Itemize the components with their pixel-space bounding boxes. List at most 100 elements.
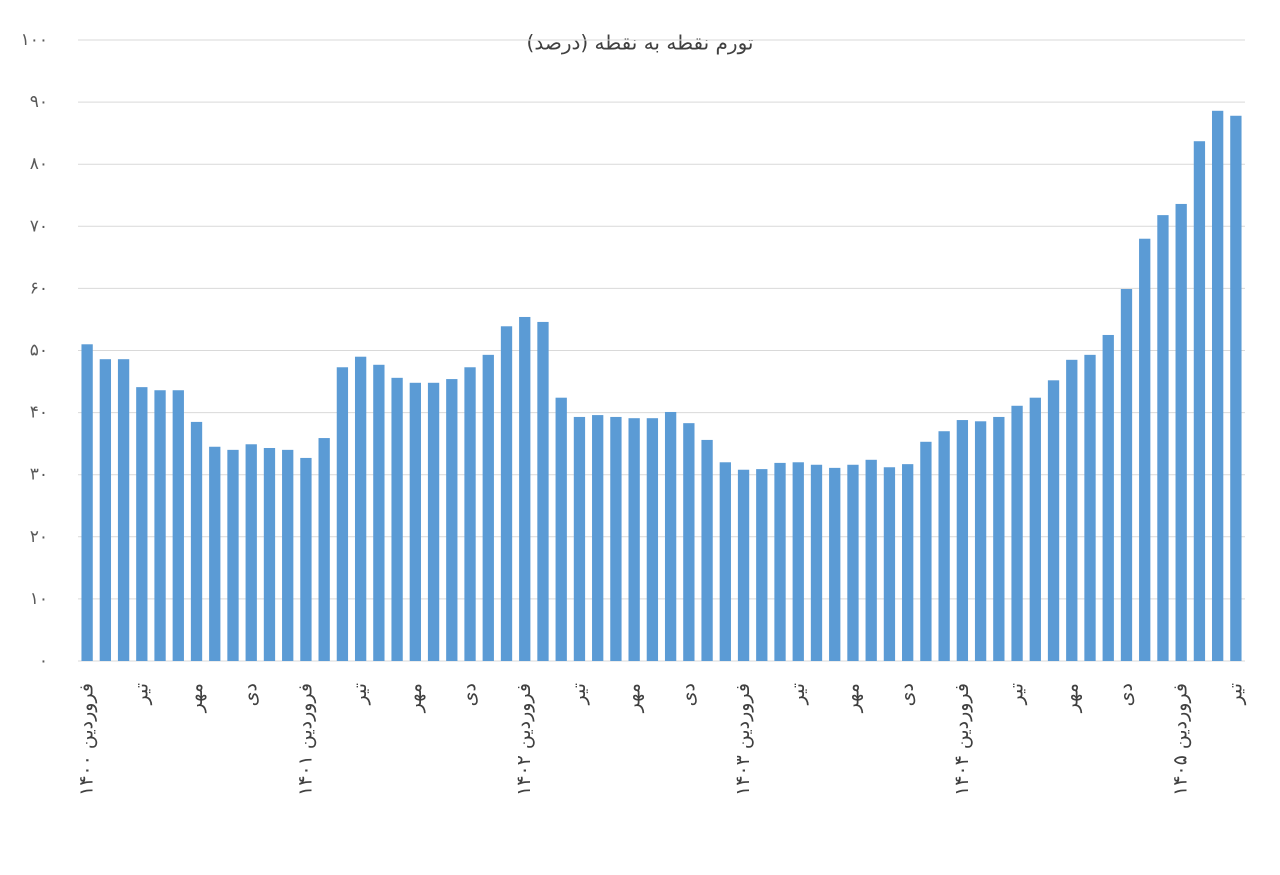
x-tick-label: دی	[1115, 683, 1137, 706]
bar	[136, 387, 148, 661]
x-tick-label: تیر	[787, 683, 809, 706]
bar	[774, 462, 786, 661]
bar	[829, 467, 841, 661]
bar	[1175, 203, 1187, 661]
bar	[1029, 397, 1041, 661]
bar	[956, 420, 969, 661]
bar	[446, 379, 458, 661]
x-tick-label: تیر	[568, 683, 590, 706]
x-tick-label: تیر	[349, 683, 371, 706]
bar	[336, 367, 349, 661]
bar	[354, 356, 367, 661]
bar	[1047, 380, 1060, 661]
bar	[883, 467, 896, 661]
bar	[300, 457, 312, 661]
bar	[1102, 334, 1114, 661]
y-tick-label: ۹۰	[30, 92, 48, 112]
bar	[391, 377, 403, 661]
y-tick-label: ۴۰	[30, 403, 48, 423]
bar	[592, 415, 604, 661]
bar	[792, 462, 804, 661]
bar	[537, 321, 549, 661]
bar	[810, 464, 823, 661]
x-tick-label: دی	[677, 683, 699, 706]
bar	[1139, 238, 1151, 661]
y-tick-label: ۸۰	[30, 154, 48, 174]
bar	[1211, 110, 1224, 661]
bar	[719, 462, 731, 661]
bar	[209, 446, 221, 661]
bar	[99, 359, 112, 661]
x-tick-label: فروردین ۱۴۰۰	[76, 683, 98, 796]
y-tick-label: ۰	[39, 651, 48, 671]
bar	[737, 469, 750, 661]
y-tick-label: ۶۰	[30, 278, 48, 298]
bar	[664, 411, 677, 661]
y-tick-label: ۲۰	[30, 527, 48, 547]
bar	[610, 416, 622, 661]
bar	[81, 344, 93, 661]
bar	[902, 464, 914, 661]
bar	[1011, 405, 1023, 661]
bar	[154, 390, 166, 661]
x-tick-label: مهر	[404, 683, 426, 713]
x-tick-label: تیر	[1224, 683, 1246, 706]
bar	[373, 364, 385, 661]
x-tick-label: مهر	[623, 683, 645, 713]
bar	[555, 397, 567, 661]
bar	[756, 469, 768, 661]
y-tick-label: ۷۰	[30, 216, 48, 236]
bar	[427, 382, 440, 661]
bar	[245, 444, 257, 661]
chart-title: تورم نقطه به نقطه (درصد)	[527, 31, 754, 55]
bar	[628, 418, 640, 661]
x-tick-label: دی	[240, 683, 262, 706]
bar	[646, 418, 659, 661]
bar	[993, 416, 1005, 661]
bar	[464, 367, 476, 661]
x-tick-label: فروردین ۱۴۰۴	[951, 683, 973, 796]
x-tick-label: مهر	[1060, 683, 1082, 713]
bar	[117, 359, 130, 661]
bar	[701, 439, 713, 661]
x-tick-label: تیر	[1006, 683, 1028, 706]
bar	[847, 464, 859, 661]
x-tick-label: فروردین ۱۴۰۲	[513, 683, 535, 796]
x-tick-label: تیر	[130, 683, 152, 706]
x-tick-label: فروردین ۱۴۰۵	[1170, 683, 1192, 796]
bar	[573, 416, 586, 661]
bar	[920, 441, 932, 661]
y-tick-label: ۱۰	[30, 589, 48, 609]
x-tick-label: مهر	[841, 683, 863, 713]
bar	[1157, 215, 1169, 661]
bar	[1230, 115, 1242, 661]
bar	[409, 382, 421, 661]
y-tick-label: ۵۰	[30, 341, 48, 361]
bar	[519, 316, 531, 661]
bar	[318, 438, 330, 661]
bar	[1084, 354, 1096, 661]
bar	[482, 354, 494, 661]
bar	[227, 449, 239, 661]
y-tick-label: ۱۰۰	[21, 30, 48, 50]
bar	[263, 447, 276, 661]
bar	[938, 431, 950, 661]
bar	[282, 449, 294, 661]
y-tick-label: ۳۰	[30, 465, 48, 485]
x-tick-label: فروردین ۱۴۰۳	[732, 683, 754, 796]
bar	[974, 421, 987, 661]
x-tick-label: مهر	[185, 683, 207, 713]
x-tick-label: فروردین ۱۴۰۱	[294, 683, 316, 796]
bar	[865, 459, 877, 661]
bar	[1120, 289, 1133, 661]
bar	[190, 421, 203, 661]
x-tick-label: دی	[896, 683, 918, 706]
x-tick-label: دی	[459, 683, 481, 706]
bar	[1193, 141, 1206, 661]
bar	[1066, 359, 1078, 661]
bar	[500, 326, 513, 661]
bar	[683, 423, 695, 661]
bar	[172, 390, 184, 661]
